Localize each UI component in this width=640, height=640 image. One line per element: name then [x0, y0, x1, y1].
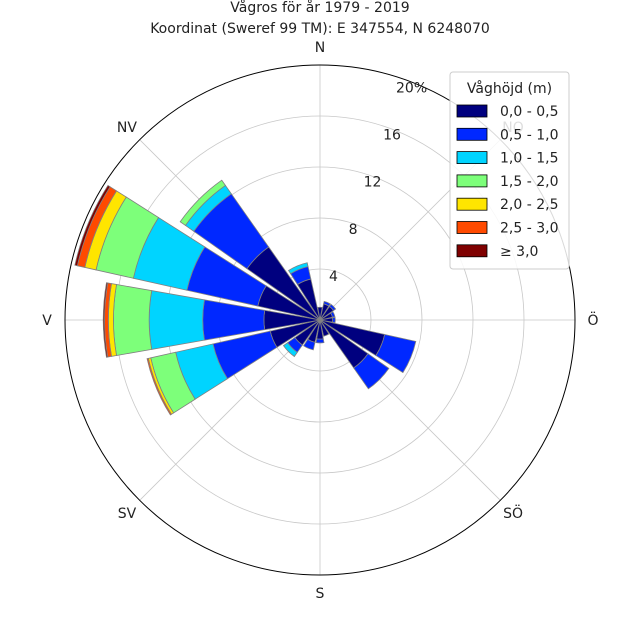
- chart-title: Vågros för år 1979 - 2019: [230, 0, 409, 16]
- direction-label: SV: [118, 506, 137, 522]
- rose-bar-segment: [282, 342, 298, 358]
- axis-labels: NNOÖSÖSSVVNV48121620%: [42, 40, 598, 602]
- chart-subtitle: Koordinat (Sweref 99 TM): E 347554, N 62…: [150, 21, 490, 37]
- radial-tick-label: 8: [349, 222, 358, 238]
- legend-item-label: 1,5 - 2,0: [500, 174, 558, 190]
- legend-swatch: [456, 104, 488, 118]
- rose-bar-segment: [328, 303, 337, 312]
- radial-tick-label: 20%: [396, 80, 427, 96]
- rose-bar-segment: [146, 357, 172, 416]
- legend-swatch: [456, 174, 488, 188]
- direction-label: Ö: [587, 311, 598, 329]
- radial-tick-label: 12: [364, 175, 382, 191]
- direction-label: SÖ: [503, 504, 523, 522]
- legend-swatch: [456, 127, 488, 141]
- legend-item-label: 2,0 - 2,5: [500, 197, 558, 213]
- legend-swatch: [456, 197, 488, 211]
- rose-bar-segment: [323, 300, 331, 307]
- rose-bar-segment: [353, 353, 390, 390]
- rose-bar-segment: [113, 284, 153, 356]
- rose-bars: [74, 179, 417, 416]
- radial-tick-label: 16: [383, 128, 401, 144]
- polar-frame: [64, 64, 576, 576]
- rose-bar-segment: [288, 262, 309, 275]
- rose-bar-segment: [330, 311, 336, 318]
- rose-bar-segment: [148, 290, 205, 350]
- rose-bar-segment: [319, 319, 330, 337]
- legend: Våghöjd (m) 0,0 - 0,5 0,5 - 1,0 1,0 - 1,5 1,…: [449, 71, 570, 270]
- rose-bar-segment: [102, 282, 109, 358]
- rose-bar-segment: [315, 338, 325, 344]
- legend-box: [449, 71, 570, 270]
- rose-bar-segment: [317, 306, 323, 321]
- direction-label: NV: [117, 120, 137, 136]
- legend-title: Våghöjd (m): [467, 80, 552, 97]
- legend-item-label: 0,5 - 1,0: [500, 127, 558, 143]
- rose-bar-segment: [303, 338, 316, 351]
- legend-swatch: [456, 244, 488, 258]
- rose-bar-segment: [74, 184, 111, 267]
- legend-item-label: 0,0 - 0,5: [500, 104, 558, 120]
- direction-label: V: [42, 313, 52, 329]
- direction-label: S: [316, 586, 325, 602]
- legend-item-label: ≥ 3,0: [500, 244, 538, 260]
- direction-label: N: [315, 40, 325, 56]
- legend-item-label: 1,0 - 1,5: [500, 151, 558, 167]
- rose-bar-segment: [332, 316, 336, 324]
- legend-swatch: [456, 151, 488, 165]
- radial-tick-label: 4: [329, 269, 338, 285]
- legend-item-label: 2,5 - 3,0: [500, 221, 558, 237]
- rose-bar-segment: [375, 333, 417, 374]
- legend-swatch: [456, 221, 488, 234]
- rose-bar-segment: [179, 179, 226, 226]
